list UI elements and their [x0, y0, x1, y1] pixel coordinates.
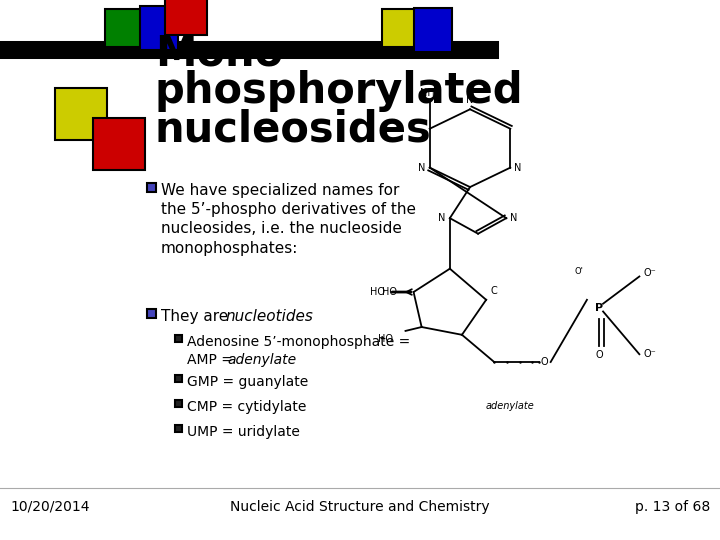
Bar	[175, 425, 182, 432]
Text: O: O	[595, 350, 603, 360]
Bar	[414, 8, 452, 52]
Text: HO: HO	[382, 287, 397, 297]
Text: HO: HO	[379, 334, 393, 343]
Bar	[175, 335, 182, 342]
Text: N: N	[510, 213, 518, 223]
Text: O⁻: O⁻	[644, 349, 656, 359]
Text: nucleotides: nucleotides	[225, 309, 313, 324]
Bar	[147, 309, 156, 318]
Text: N: N	[438, 213, 446, 223]
Text: NH₂: NH₂	[420, 87, 439, 98]
Text: AMP =: AMP =	[187, 353, 238, 367]
Text: N: N	[467, 96, 474, 105]
Text: O: O	[541, 357, 548, 367]
Text: They are: They are	[161, 309, 233, 324]
Bar	[165, 0, 207, 35]
Text: p. 13 of 68: p. 13 of 68	[635, 500, 710, 514]
Bar	[175, 375, 182, 382]
Text: Mono-: Mono-	[155, 32, 300, 74]
Bar	[140, 6, 178, 50]
Text: Nucleic Acid Structure and Chemistry: Nucleic Acid Structure and Chemistry	[230, 500, 490, 514]
Text: CMP = cytidylate: CMP = cytidylate	[187, 400, 307, 414]
Text: HO: HO	[370, 287, 385, 297]
Text: nucleosides: nucleosides	[155, 108, 432, 150]
Text: UMP = uridylate: UMP = uridylate	[187, 425, 300, 439]
Text: We have specialized names for
the 5’-phospho derivatives of the
nucleosides, i.e: We have specialized names for the 5’-pho…	[161, 183, 416, 255]
Text: 10/20/2014: 10/20/2014	[10, 500, 89, 514]
Bar	[147, 183, 156, 192]
Text: GMP = guanylate: GMP = guanylate	[187, 375, 308, 389]
Bar	[55, 88, 107, 140]
Text: C: C	[490, 286, 497, 296]
Bar	[175, 400, 182, 407]
Text: O': O'	[575, 267, 583, 276]
Text: O⁻: O⁻	[644, 268, 656, 278]
Text: phosphorylated: phosphorylated	[155, 70, 523, 112]
Text: P: P	[595, 302, 603, 313]
Bar	[93, 118, 145, 170]
Text: Adenosine 5’-monophosphate =: Adenosine 5’-monophosphate =	[187, 335, 410, 349]
Text: N: N	[418, 163, 426, 173]
Text: adenylate: adenylate	[227, 353, 296, 367]
Bar	[382, 9, 420, 47]
Text: N: N	[514, 163, 522, 173]
Text: adenylate: adenylate	[486, 401, 535, 411]
Bar	[105, 9, 143, 47]
